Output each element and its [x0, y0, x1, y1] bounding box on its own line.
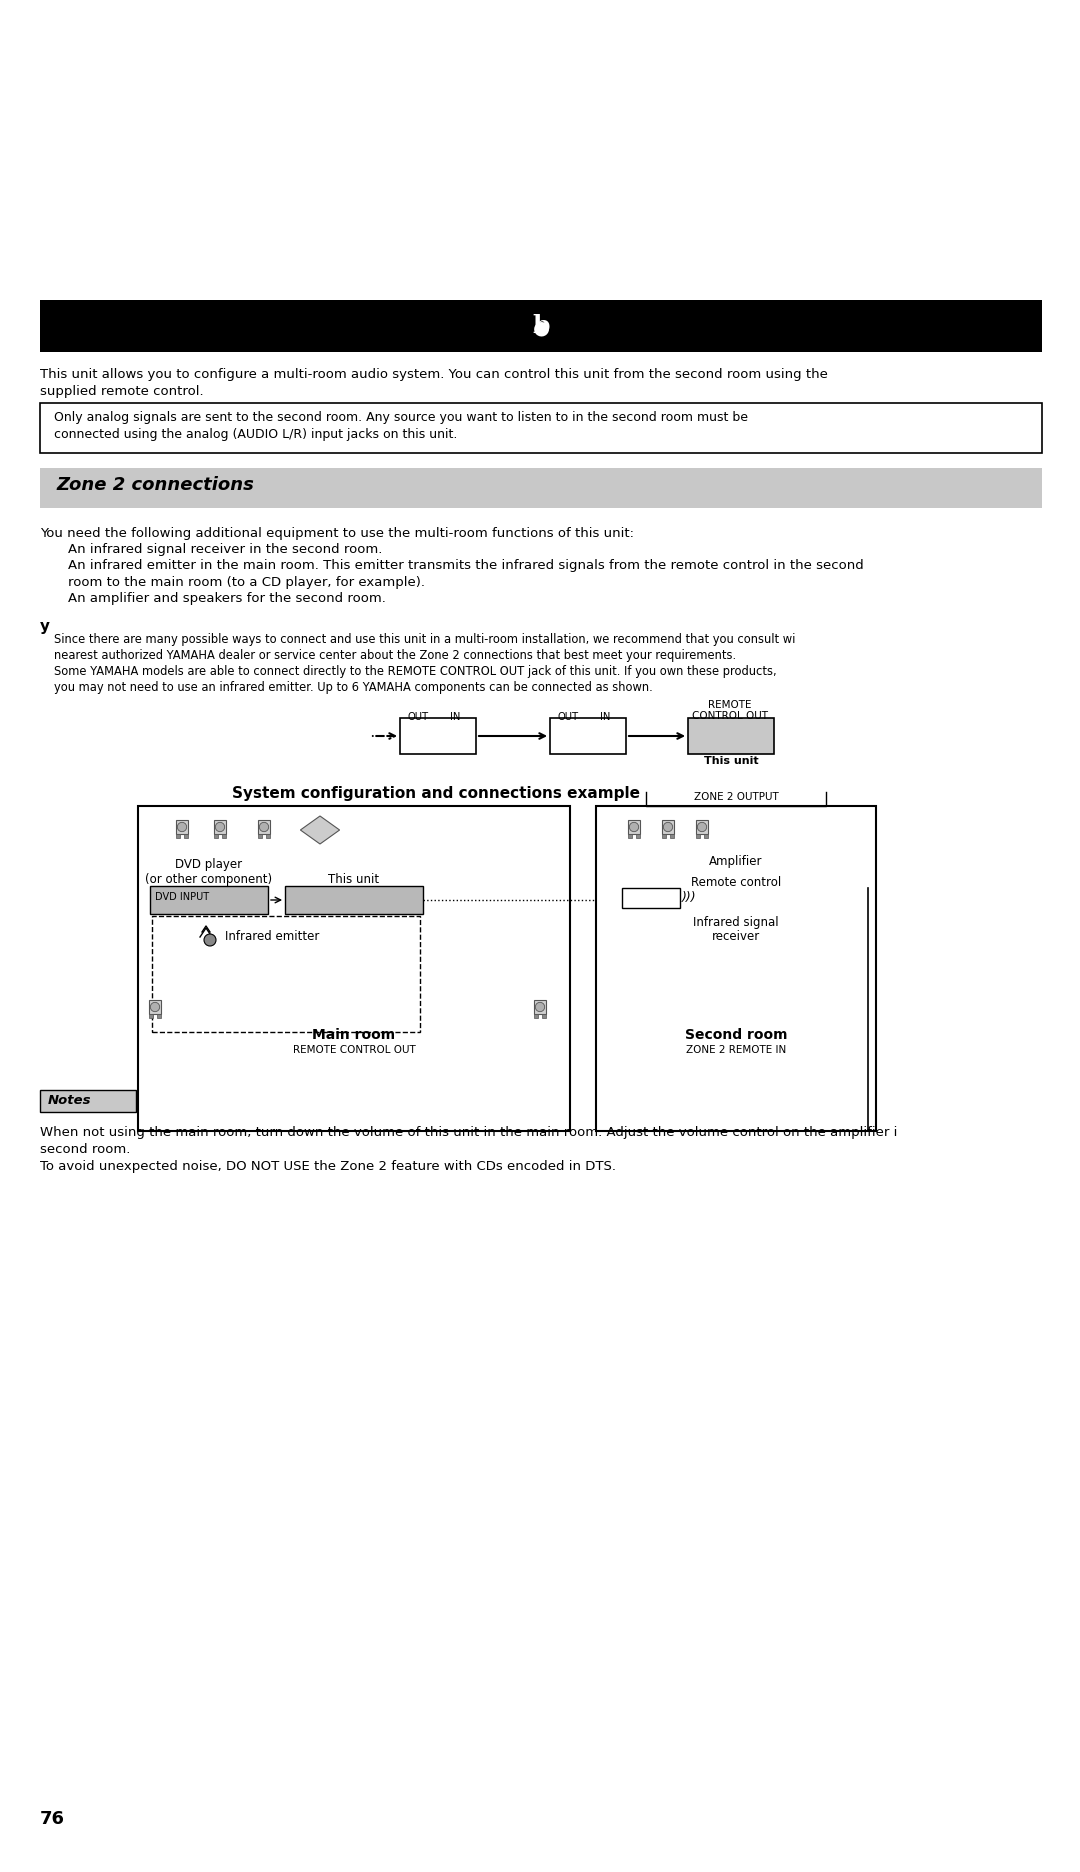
Bar: [550, 719, 626, 754]
Text: ZONE 2 OUTPUT: ZONE 2 OUTPUT: [693, 792, 779, 801]
Bar: [622, 887, 680, 908]
Text: DVD player: DVD player: [175, 857, 243, 870]
Text: supplied remote control.: supplied remote control.: [40, 386, 204, 399]
Circle shape: [150, 1002, 160, 1011]
Bar: [534, 1015, 538, 1018]
Bar: [636, 835, 640, 839]
Bar: [662, 820, 674, 835]
Text: Remote control: Remote control: [691, 876, 781, 889]
Bar: [542, 1015, 546, 1018]
Bar: [152, 915, 420, 1031]
Text: (or other component): (or other component): [146, 872, 272, 885]
Bar: [400, 719, 476, 754]
Bar: [596, 807, 876, 1131]
Bar: [696, 835, 700, 839]
Bar: [150, 885, 268, 914]
Circle shape: [204, 934, 216, 945]
Text: y: y: [40, 620, 50, 635]
Text: Since there are many possible ways to connect and use this unit in a multi-room : Since there are many possible ways to co…: [54, 633, 795, 646]
Text: This unit: This unit: [328, 872, 379, 885]
Text: Amplifier: Amplifier: [710, 856, 762, 869]
Bar: [176, 820, 188, 835]
Text: Infrared signal: Infrared signal: [693, 915, 779, 929]
Text: Infrared emitter: Infrared emitter: [225, 930, 320, 943]
Text: Second room: Second room: [685, 1028, 787, 1043]
Text: System configuration and connections example: System configuration and connections exa…: [232, 786, 640, 801]
Text: OUT: OUT: [558, 711, 579, 723]
Circle shape: [536, 1002, 544, 1011]
Text: REMOTE: REMOTE: [708, 700, 752, 709]
Text: IN: IN: [600, 711, 610, 723]
Text: CONTROL OUT: CONTROL OUT: [692, 711, 768, 721]
Bar: [627, 820, 640, 835]
Bar: [266, 835, 270, 839]
Bar: [670, 835, 674, 839]
Bar: [138, 807, 570, 1131]
Bar: [662, 835, 666, 839]
Circle shape: [215, 822, 225, 831]
Bar: [627, 835, 632, 839]
Text: receiver: receiver: [712, 930, 760, 943]
Bar: [40, 468, 1042, 507]
Text: This unit allows you to configure a multi-room audio system. You can control thi: This unit allows you to configure a mult…: [40, 369, 828, 382]
Circle shape: [177, 822, 187, 831]
Text: This unit: This unit: [704, 756, 758, 766]
Bar: [704, 835, 708, 839]
Bar: [176, 835, 180, 839]
Text: 76: 76: [40, 1810, 65, 1827]
Bar: [688, 719, 774, 754]
Bar: [40, 300, 1042, 352]
Circle shape: [630, 822, 638, 831]
Text: Some YAMAHA models are able to connect directly to the REMOTE CONTROL OUT jack o: Some YAMAHA models are able to connect d…: [54, 665, 777, 678]
Text: connected using the analog (AUDIO L/R) input jacks on this unit.: connected using the analog (AUDIO L/R) i…: [54, 429, 457, 442]
Bar: [184, 835, 188, 839]
Bar: [157, 1015, 161, 1018]
Bar: [214, 835, 218, 839]
Text: you may not need to use an infrared emitter. Up to 6 YAMAHA components can be co: you may not need to use an infrared emit…: [54, 681, 652, 695]
Bar: [258, 835, 262, 839]
Text: ●: ●: [532, 318, 550, 337]
Circle shape: [698, 822, 706, 831]
Text: second room.: second room.: [40, 1144, 131, 1157]
Text: room to the main room (to a CD player, for example).: room to the main room (to a CD player, f…: [68, 577, 426, 590]
Text: Notes: Notes: [48, 1093, 92, 1106]
Bar: [40, 402, 1042, 453]
Text: DVD INPUT: DVD INPUT: [156, 891, 210, 902]
Bar: [222, 835, 226, 839]
Bar: [285, 885, 423, 914]
Text: An infrared signal receiver in the second room.: An infrared signal receiver in the secon…: [68, 543, 382, 556]
Polygon shape: [300, 816, 339, 844]
Text: Only analog signals are sent to the second room. Any source you want to listen t: Only analog signals are sent to the seco…: [54, 412, 748, 423]
Circle shape: [663, 822, 673, 831]
Bar: [149, 1000, 161, 1015]
Bar: [258, 820, 270, 835]
Text: ZONE 2 REMOTE IN: ZONE 2 REMOTE IN: [686, 1045, 786, 1056]
Bar: [214, 820, 226, 835]
Bar: [40, 1090, 136, 1112]
Text: Main room: Main room: [312, 1028, 395, 1043]
Circle shape: [259, 822, 269, 831]
Bar: [534, 1000, 546, 1015]
Text: IN: IN: [450, 711, 460, 723]
Text: You need the following additional equipment to use the multi-room functions of t: You need the following additional equipm…: [40, 528, 634, 539]
Text: When not using the main room, turn down the volume of this unit in the main room: When not using the main room, turn down …: [40, 1125, 897, 1138]
Text: b: b: [532, 314, 550, 339]
Text: OUT: OUT: [408, 711, 429, 723]
Text: Zone 2 connections: Zone 2 connections: [56, 475, 254, 494]
Text: An amplifier and speakers for the second room.: An amplifier and speakers for the second…: [68, 592, 386, 605]
Bar: [696, 820, 708, 835]
Text: REMOTE CONTROL OUT: REMOTE CONTROL OUT: [293, 1045, 416, 1056]
Text: ))): ))): [681, 891, 697, 904]
Text: An infrared emitter in the main room. This emitter transmits the infrared signal: An infrared emitter in the main room. Th…: [68, 560, 864, 573]
Bar: [149, 1015, 153, 1018]
Text: nearest authorized YAMAHA dealer or service center about the Zone 2 connections : nearest authorized YAMAHA dealer or serv…: [54, 650, 737, 663]
Text: To avoid unexpected noise, DO NOT USE the Zone 2 feature with CDs encoded in DTS: To avoid unexpected noise, DO NOT USE th…: [40, 1161, 616, 1174]
